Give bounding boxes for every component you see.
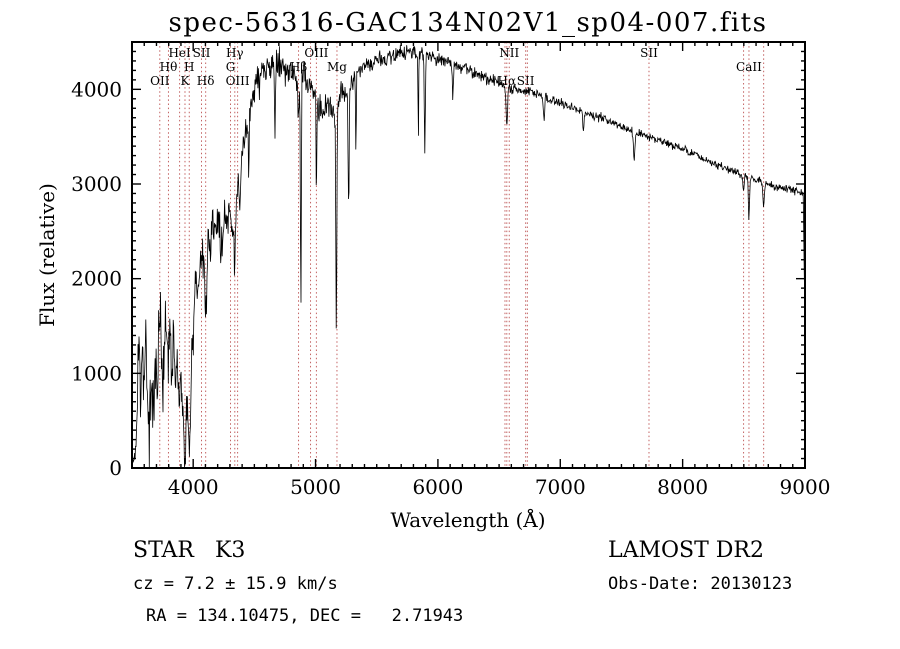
x-tick-label: 6000 [412, 475, 463, 499]
plot-frame [131, 41, 806, 469]
x-tick-label: 5000 [290, 475, 341, 499]
spectral-marker-label: OIII [226, 74, 250, 88]
spectral-marker-label: Hγ [226, 46, 244, 60]
spectral-marker-label: Hδ [197, 74, 215, 88]
spectrum-line [132, 45, 805, 468]
spectral-marker-label: SII [517, 74, 535, 88]
survey-name-text: LAMOST DR2 [608, 538, 764, 563]
spectral-marker-label: Mg [327, 60, 347, 74]
spectral-marker-label: NII [499, 46, 519, 60]
spectral-marker-label: CaII [736, 60, 762, 74]
y-tick-label: 1000 [71, 361, 122, 385]
plot-title: spec-56316-GAC134N02V1_sp04-007.fits [169, 8, 768, 38]
spectral-marker-label: OIII [304, 46, 328, 60]
y-axis-label: Flux (relative) [35, 183, 59, 327]
spectral-marker-label: SII [640, 46, 658, 60]
x-tick-label: 9000 [780, 475, 831, 499]
x-tick-label: 4000 [168, 475, 219, 499]
axis-tick-group: 4000 5000 6000 7000 8000 9000 0 1000 2000 3000 400… [71, 41, 831, 499]
object-class-text: STAR K3 [133, 538, 245, 563]
x-axis-label: Wavelength (Å) [390, 507, 545, 532]
y-tick-label: 4000 [71, 77, 122, 101]
y-tick-label: 3000 [71, 172, 122, 196]
spectral-marker-label: K [180, 74, 190, 88]
spectral-marker-label: OII [150, 74, 170, 88]
spectral-marker-label: Hθ [160, 60, 178, 74]
x-tick-label: 8000 [657, 475, 708, 499]
cz-velocity-text: cz = 7.2 ± 15.9 km/s [133, 574, 338, 594]
obs-date-text: Obs-Date: 20130123 [608, 574, 792, 594]
y-tick-label: 0 [109, 456, 122, 480]
spectrum-group [132, 45, 805, 468]
ra-dec-text: RA = 134.10475, DEC = 2.71943 [146, 606, 463, 626]
spectral-marker-label: G [226, 60, 236, 74]
spectral-marker-label: H [184, 60, 194, 74]
spectral-marker-group: OIIHθHeIKHSIIHδGHγOIIIHβOIIIMgHαNIISIISI… [150, 42, 765, 468]
spectral-marker-label: HeI [168, 46, 191, 60]
x-tick-label: 7000 [535, 475, 586, 499]
spectral-marker-label: SII [193, 46, 211, 60]
y-tick-label: 2000 [71, 267, 122, 291]
spectral-marker-label: Hα [498, 74, 517, 88]
